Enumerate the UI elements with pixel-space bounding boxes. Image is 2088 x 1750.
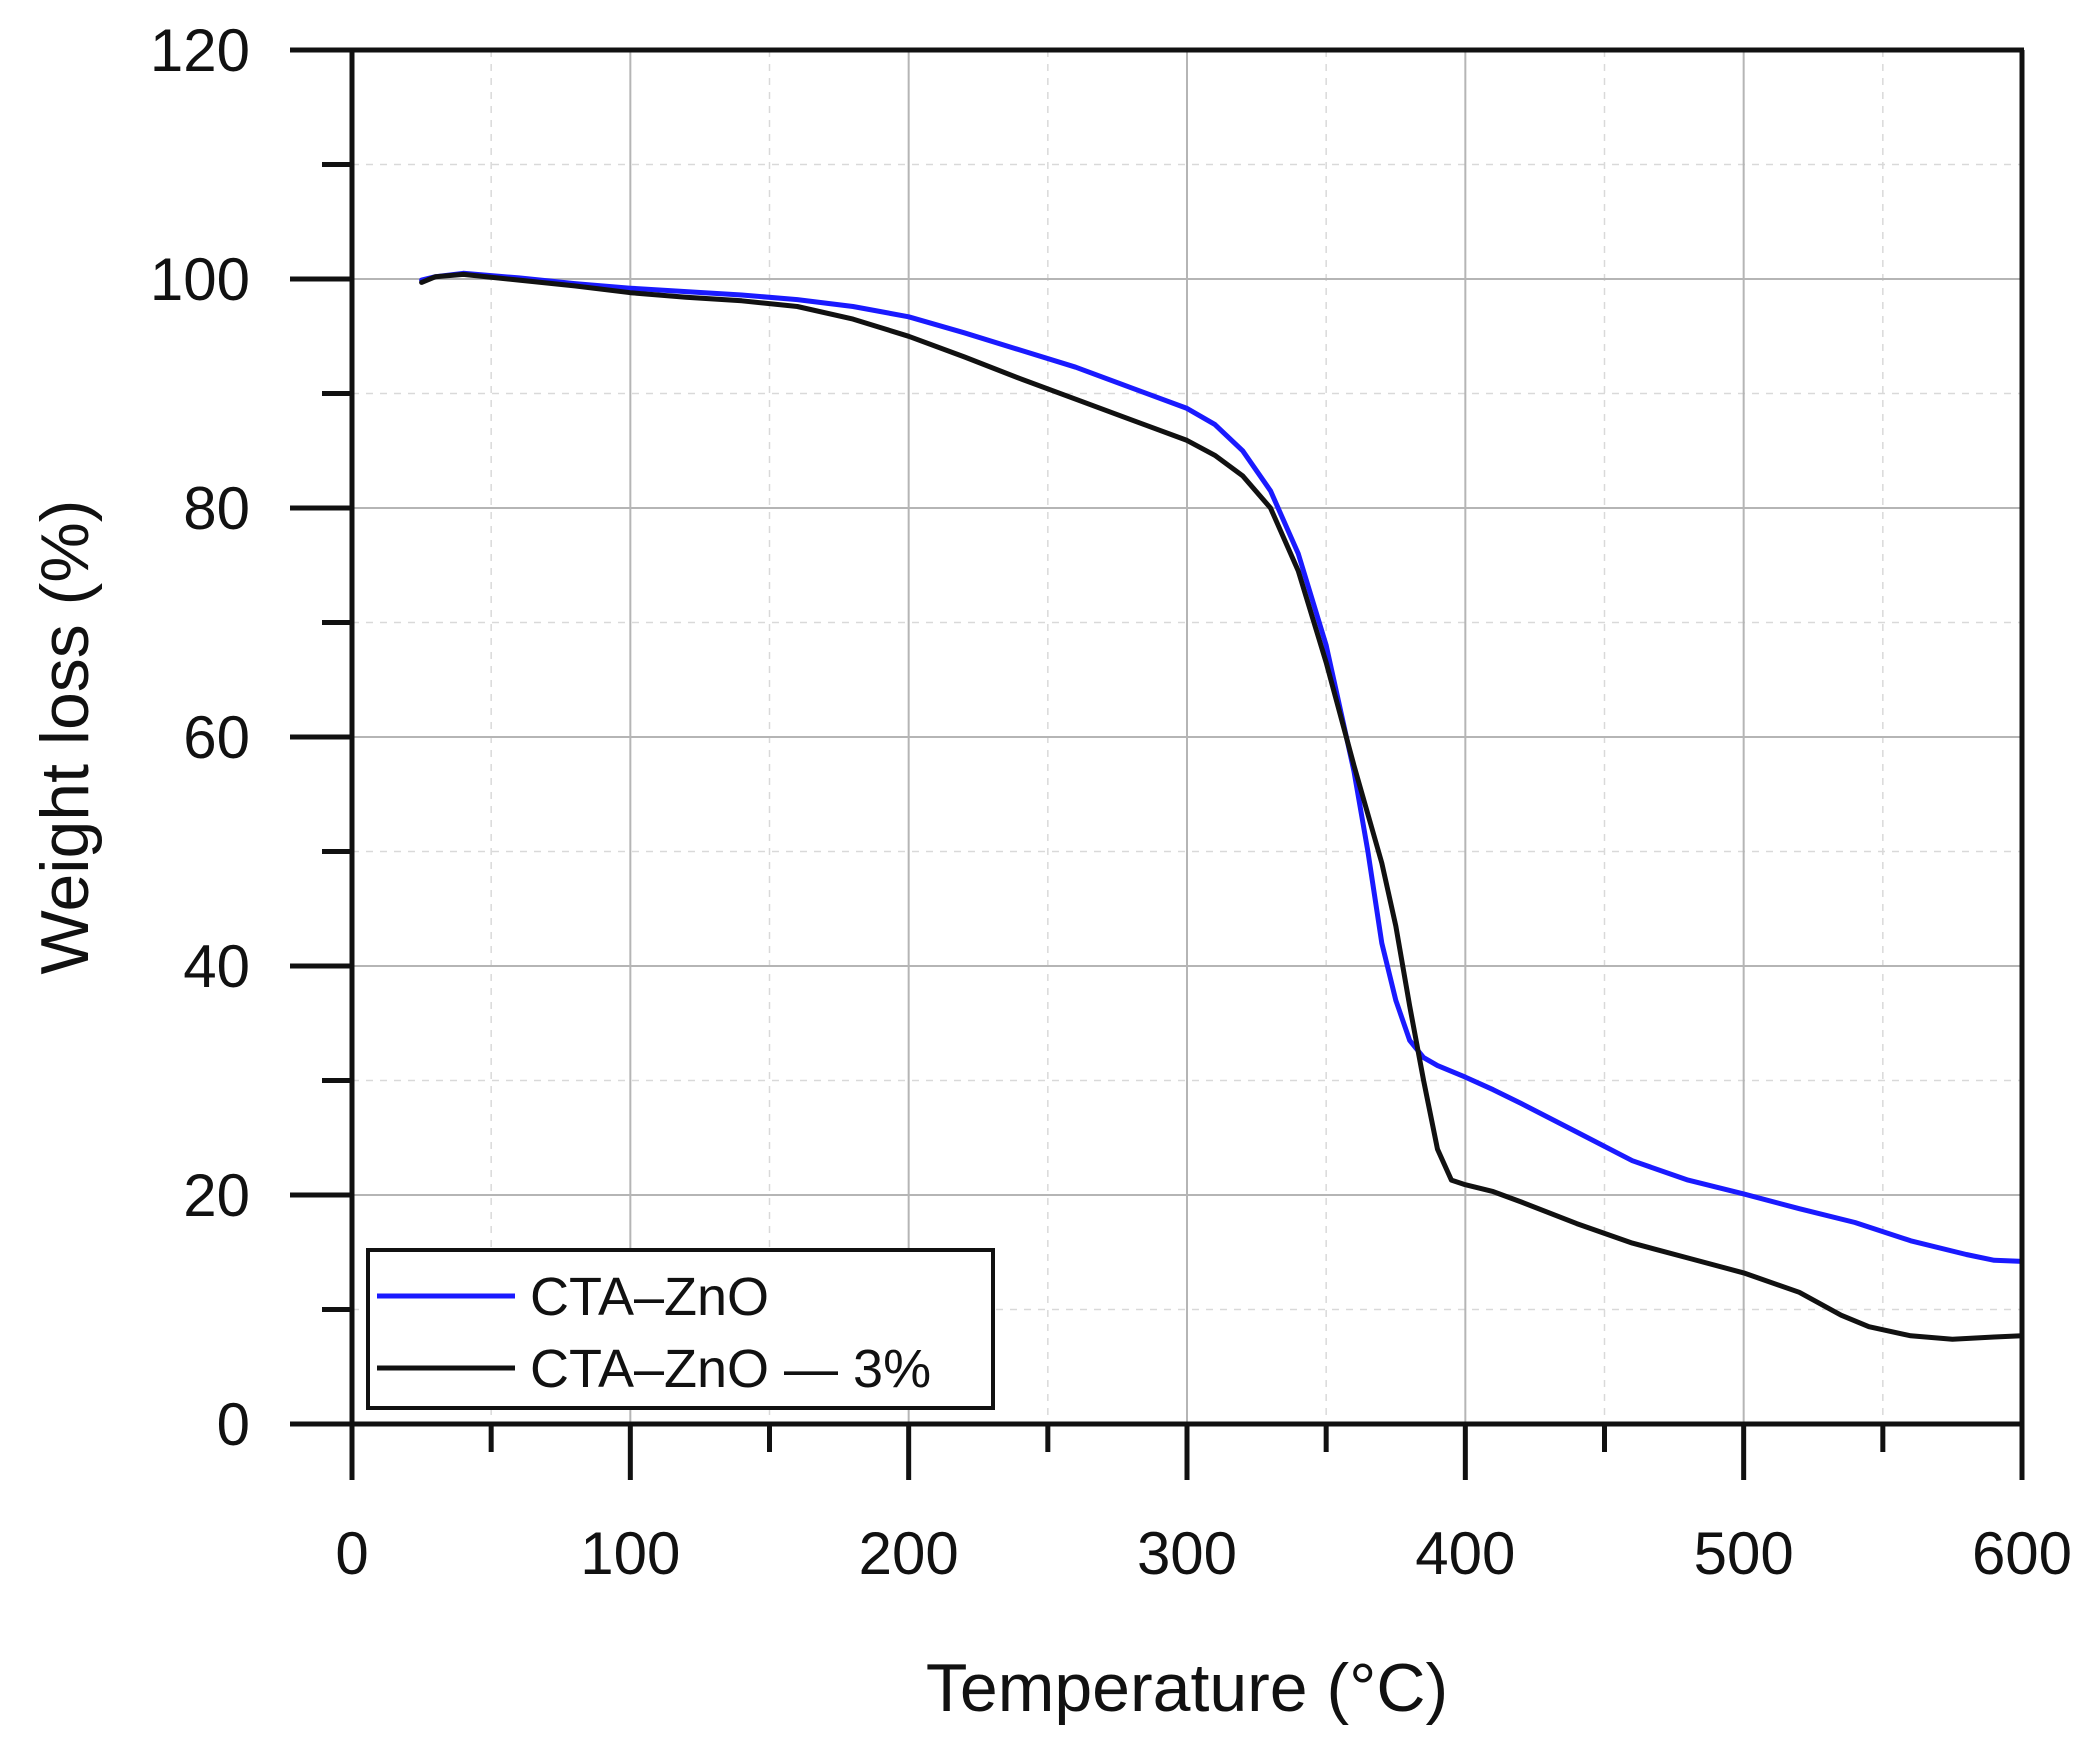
x-tick-label: 300 [1137,1520,1237,1587]
x-axis-title: Temperature (°C) [926,1650,1448,1726]
y-axis-title: Weight loss (%) [27,500,103,975]
legend-box [366,1248,995,1410]
series-line-1 [419,271,2025,1342]
x-tick-label: 500 [1694,1520,1794,1587]
x-tick-label: 400 [1415,1520,1515,1587]
x-tick-label: 200 [859,1520,959,1587]
legend-label-cta-zno-3pct: CTA–ZnO — 3% [530,1339,931,1399]
grid [352,50,2022,1424]
x-tick-label: 600 [1972,1520,2072,1587]
y-tick-label: 0 [217,1391,250,1458]
tick-labels: 0 100 200 300 400 500 600 0 20 40 60 80 100 120 [150,17,2072,1587]
y-tick-label: 120 [150,17,250,84]
series-line-0 [419,270,2025,1264]
y-tick-label: 40 [183,933,250,1000]
x-tick-label: 0 [335,1520,368,1587]
y-tick-label: 60 [183,704,250,771]
y-tick-label: 20 [183,1162,250,1229]
series-lines [419,270,2025,1342]
y-tick-label: 80 [183,475,250,542]
y-tick-label: 100 [150,246,250,313]
x-tick-label: 100 [580,1520,680,1587]
legend: CTA–ZnO CTA–ZnO — 3% [366,1248,995,1410]
axes [290,47,2025,1480]
legend-label-cta-zno: CTA–ZnO [530,1267,769,1327]
